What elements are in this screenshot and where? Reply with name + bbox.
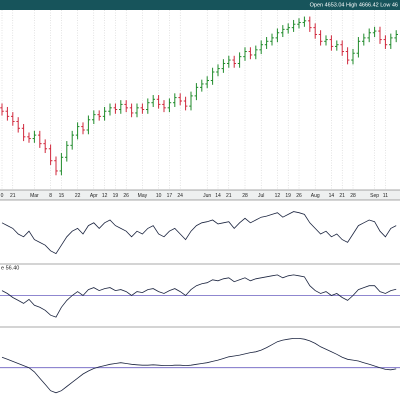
x-tick-label: Jul — [258, 193, 264, 199]
indicator-line — [1, 274, 397, 318]
x-tick-label: 14 — [215, 193, 221, 199]
header-bar — [0, 0, 400, 10]
x-tick-label: 26 — [123, 193, 129, 199]
x-tick-label: 17 — [167, 193, 173, 199]
x-tick-label: Sep — [370, 193, 379, 199]
x-tick-label: 24 — [177, 193, 183, 199]
indicator-line — [1, 211, 397, 255]
header-quote: Open 4653.04 High 4666.42 Low 46 — [310, 2, 398, 8]
x-tick-label: 26 — [296, 193, 302, 199]
x-tick-label: 22 — [75, 193, 81, 199]
indicator-line — [1, 338, 397, 394]
x-tick-label: 10 — [156, 193, 162, 199]
x-tick-label: 11 — [383, 193, 388, 199]
x-tick-label: 21 — [339, 193, 345, 199]
x-tick-label: 19 — [113, 193, 119, 199]
x-tick-label: 12 — [275, 193, 281, 199]
x-tick-label: 28 — [350, 193, 356, 199]
x-tick-label: 15 — [59, 193, 65, 199]
x-tick-label: Apr — [90, 193, 98, 199]
panel-label: e 56.40 — [1, 265, 19, 271]
x-tick-label: 28 — [242, 193, 248, 199]
x-tick-label: Mar — [30, 193, 39, 199]
x-tick-label: Jun — [203, 193, 211, 199]
x-tick-label: May — [138, 193, 148, 199]
x-tick-label: 0 — [1, 193, 4, 199]
x-tick-label: 8 — [49, 193, 52, 199]
x-tick-label: Aug — [311, 193, 320, 199]
date-axis — [0, 190, 400, 200]
x-tick-label: 12 — [102, 193, 108, 199]
x-tick-label: 21 — [10, 193, 16, 199]
x-tick-label: 21 — [226, 193, 232, 199]
x-tick-label: 19 — [285, 193, 291, 199]
x-tick-label: 14 — [329, 193, 335, 199]
